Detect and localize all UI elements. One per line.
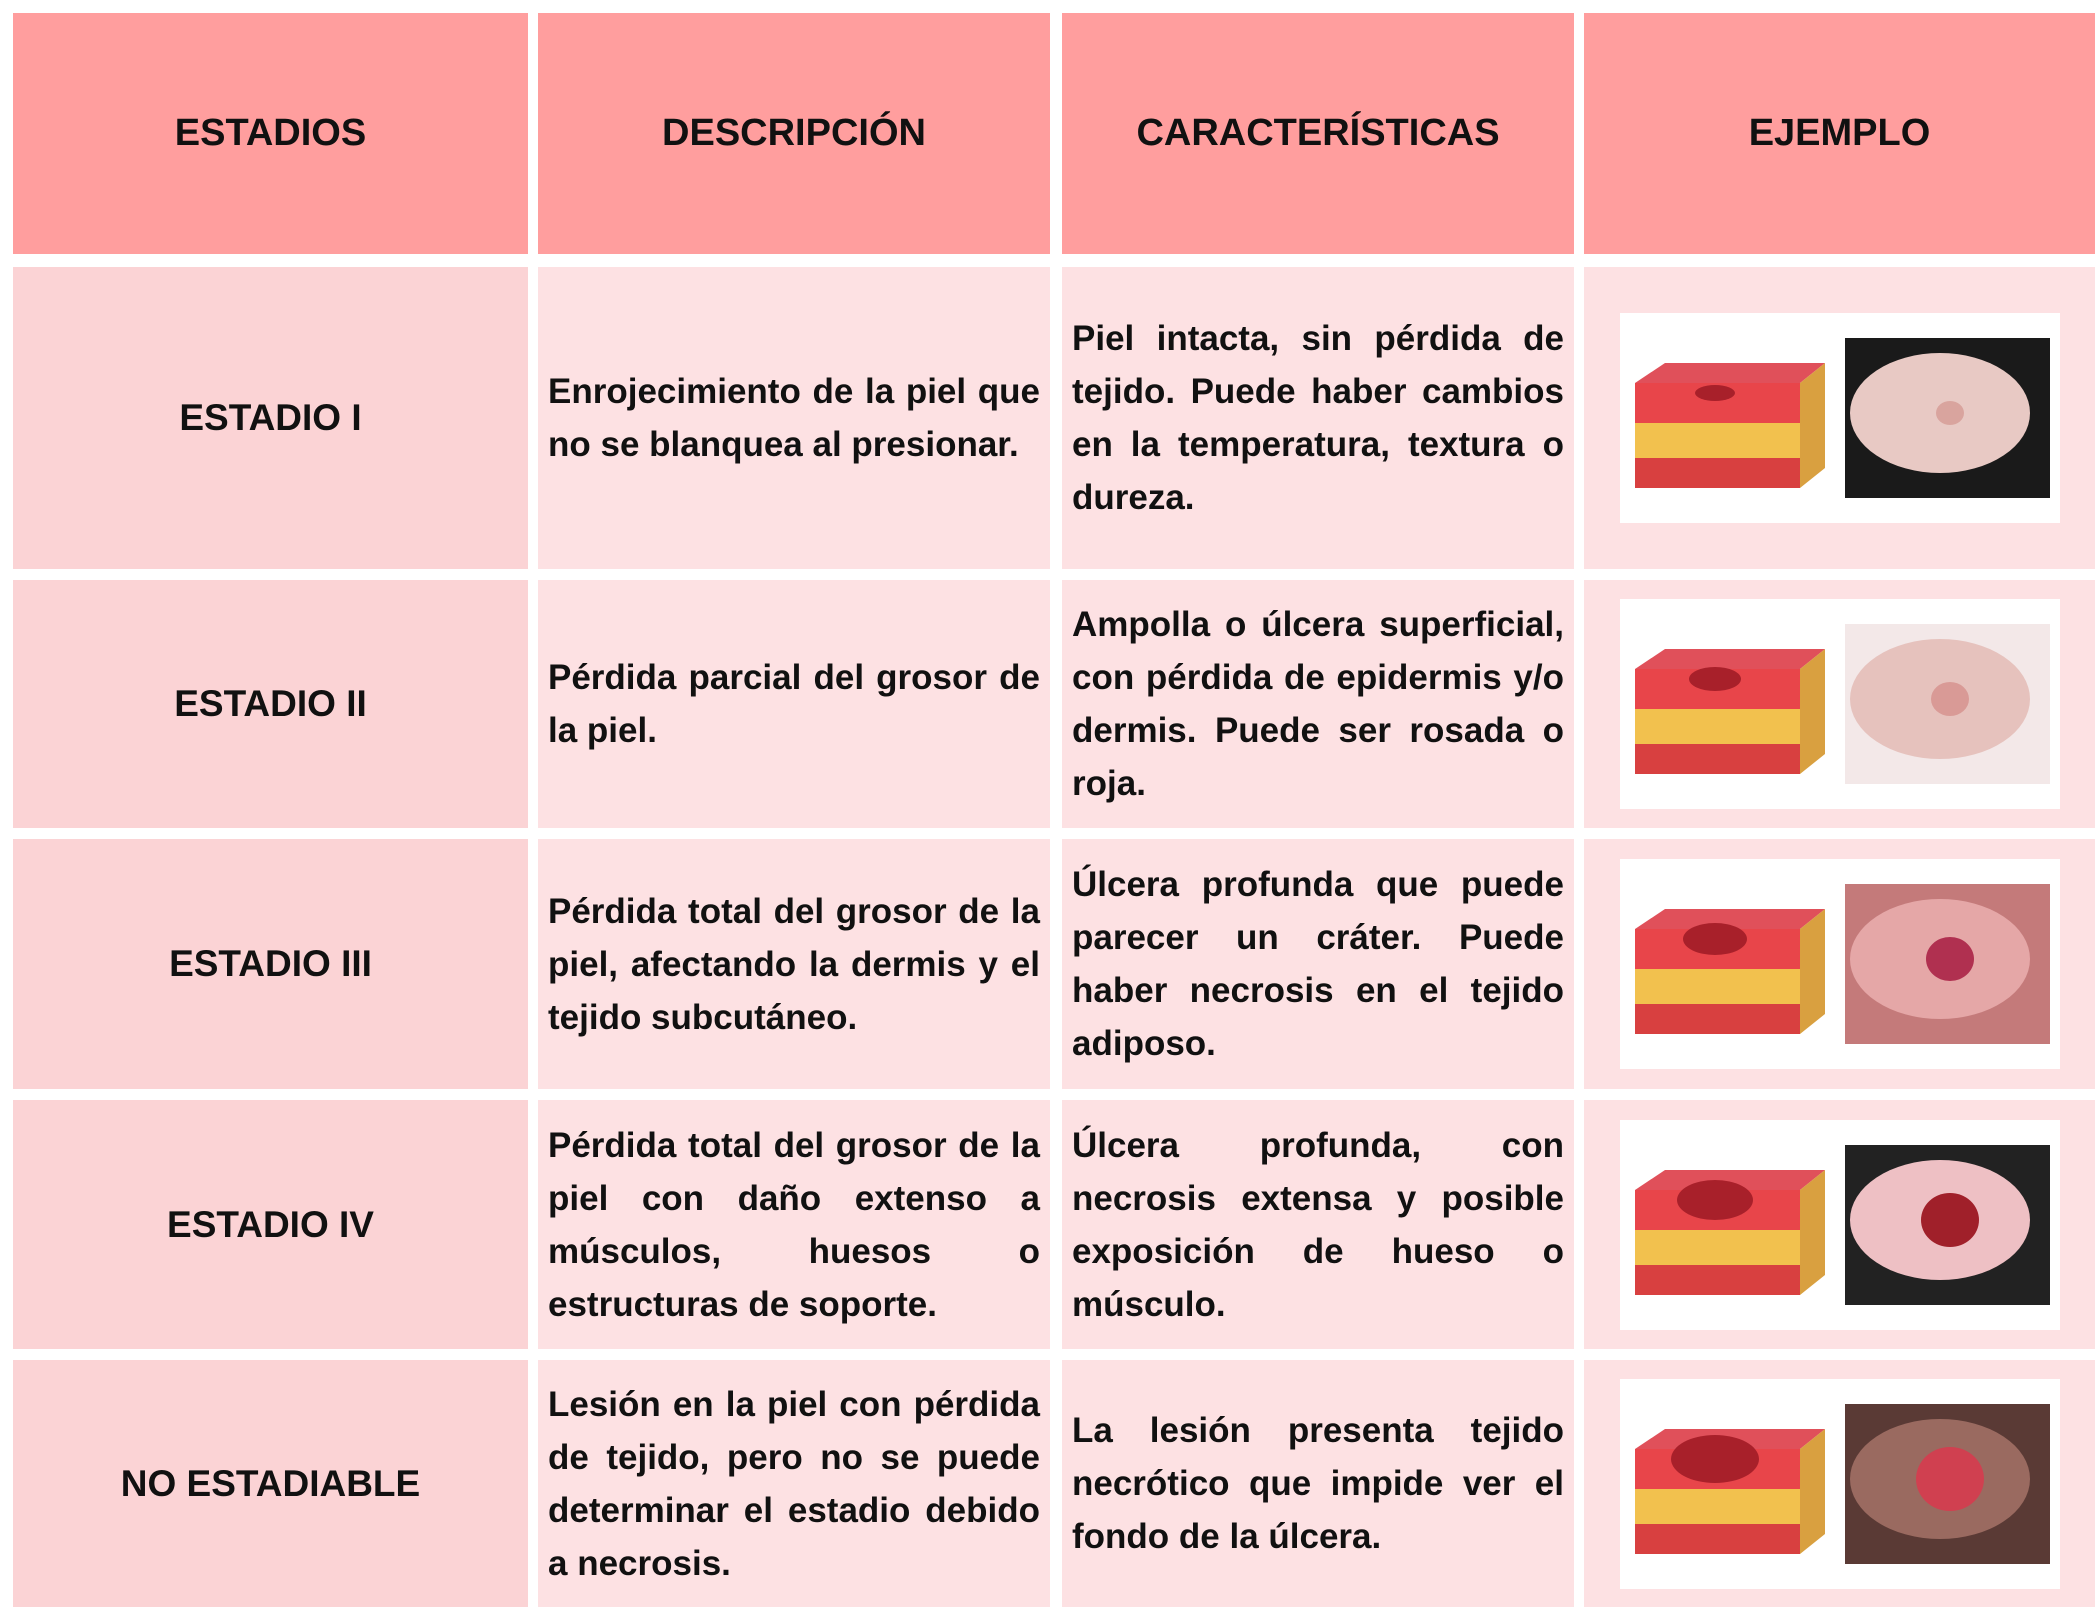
- header-text: EJEMPLO: [1748, 112, 1931, 154]
- description-text: Lesión en la piel con pérdida de tejido,…: [548, 1384, 1040, 1583]
- characteristics-cell: Piel intacta, sin pérdida de tejido. Pue…: [1062, 267, 1574, 569]
- stage-label: ESTADIO II: [174, 683, 367, 724]
- example-image: [1619, 1119, 2060, 1330]
- photo: [1844, 884, 2050, 1044]
- stage-label: ESTADIO III: [169, 943, 372, 984]
- stage-label: ESTADIO I: [179, 397, 362, 438]
- characteristics-cell: Ampolla o úlcera superficial, con pérdid…: [1062, 580, 1574, 828]
- header-text: CARACTERÍSTICAS: [1136, 112, 1500, 154]
- stage-cell: ESTADIO I: [13, 267, 528, 569]
- header-cell: DESCRIPCIÓN: [538, 13, 1050, 254]
- stage-cell: ESTADIO IV: [13, 1100, 528, 1349]
- example-cell: [1584, 580, 2095, 828]
- example-image: [1619, 1378, 2060, 1589]
- characteristics-text: Úlcera profunda, con necrosis extensa y …: [1072, 1125, 1564, 1324]
- photo: [1844, 338, 2050, 498]
- stage-label: ESTADIO IV: [167, 1203, 374, 1245]
- stage-cell: ESTADIO III: [13, 839, 528, 1089]
- photo: [1844, 1144, 2050, 1305]
- skin-diagram: [1634, 649, 1825, 774]
- skin-diagram: [1634, 1428, 1825, 1554]
- photo: [1844, 624, 2050, 784]
- description-text: Pérdida parcial del grosor de la piel.: [548, 658, 1040, 750]
- characteristics-text: La lesión presenta tejido necrótico que …: [1072, 1411, 1564, 1556]
- example-cell: [1584, 1100, 2095, 1349]
- description-cell: Lesión en la piel con pérdida de tejido,…: [538, 1360, 1050, 1607]
- description-cell: Pérdida parcial del grosor de la piel.: [538, 580, 1050, 828]
- example-image: [1619, 313, 2060, 523]
- characteristics-text: Piel intacta, sin pérdida de tejido. Pue…: [1072, 319, 1564, 517]
- description-text: Pérdida total del grosor de la piel, afe…: [548, 891, 1040, 1037]
- photo: [1844, 1403, 2050, 1564]
- description-cell: Enrojecimiento de la piel que no se blan…: [538, 267, 1050, 569]
- stage-cell: ESTADIO II: [13, 580, 528, 828]
- example-cell: [1584, 839, 2095, 1089]
- description-text: Pérdida total del grosor de la piel con …: [548, 1125, 1040, 1324]
- description-cell: Pérdida total del grosor de la piel con …: [538, 1100, 1050, 1349]
- example-image: [1619, 599, 2060, 809]
- stage-cell: NO ESTADIABLE: [13, 1360, 528, 1607]
- characteristics-cell: La lesión presenta tejido necrótico que …: [1062, 1360, 1574, 1607]
- characteristics-text: Ampolla o úlcera superficial, con pérdid…: [1072, 605, 1564, 803]
- characteristics-text: Úlcera profunda que puede parecer un crá…: [1072, 865, 1564, 1063]
- example-cell: [1584, 1360, 2095, 1607]
- example-cell: [1584, 267, 2095, 569]
- stage-label: NO ESTADIABLE: [120, 1462, 421, 1504]
- header-text: ESTADIOS: [174, 112, 367, 154]
- characteristics-cell: Úlcera profunda que puede parecer un crá…: [1062, 839, 1574, 1089]
- header-cell: EJEMPLO: [1584, 13, 2095, 254]
- header-cell: ESTADIOS: [13, 13, 528, 254]
- description-cell: Pérdida total del grosor de la piel, afe…: [538, 839, 1050, 1089]
- description-text: Enrojecimiento de la piel que no se blan…: [548, 372, 1040, 464]
- skin-diagram: [1634, 909, 1825, 1034]
- header-cell: CARACTERÍSTICAS: [1062, 13, 1574, 254]
- example-image: [1619, 859, 2060, 1069]
- header-text: DESCRIPCIÓN: [662, 112, 926, 154]
- skin-diagram: [1634, 363, 1825, 488]
- characteristics-cell: Úlcera profunda, con necrosis extensa y …: [1062, 1100, 1574, 1349]
- skin-diagram: [1634, 1169, 1825, 1295]
